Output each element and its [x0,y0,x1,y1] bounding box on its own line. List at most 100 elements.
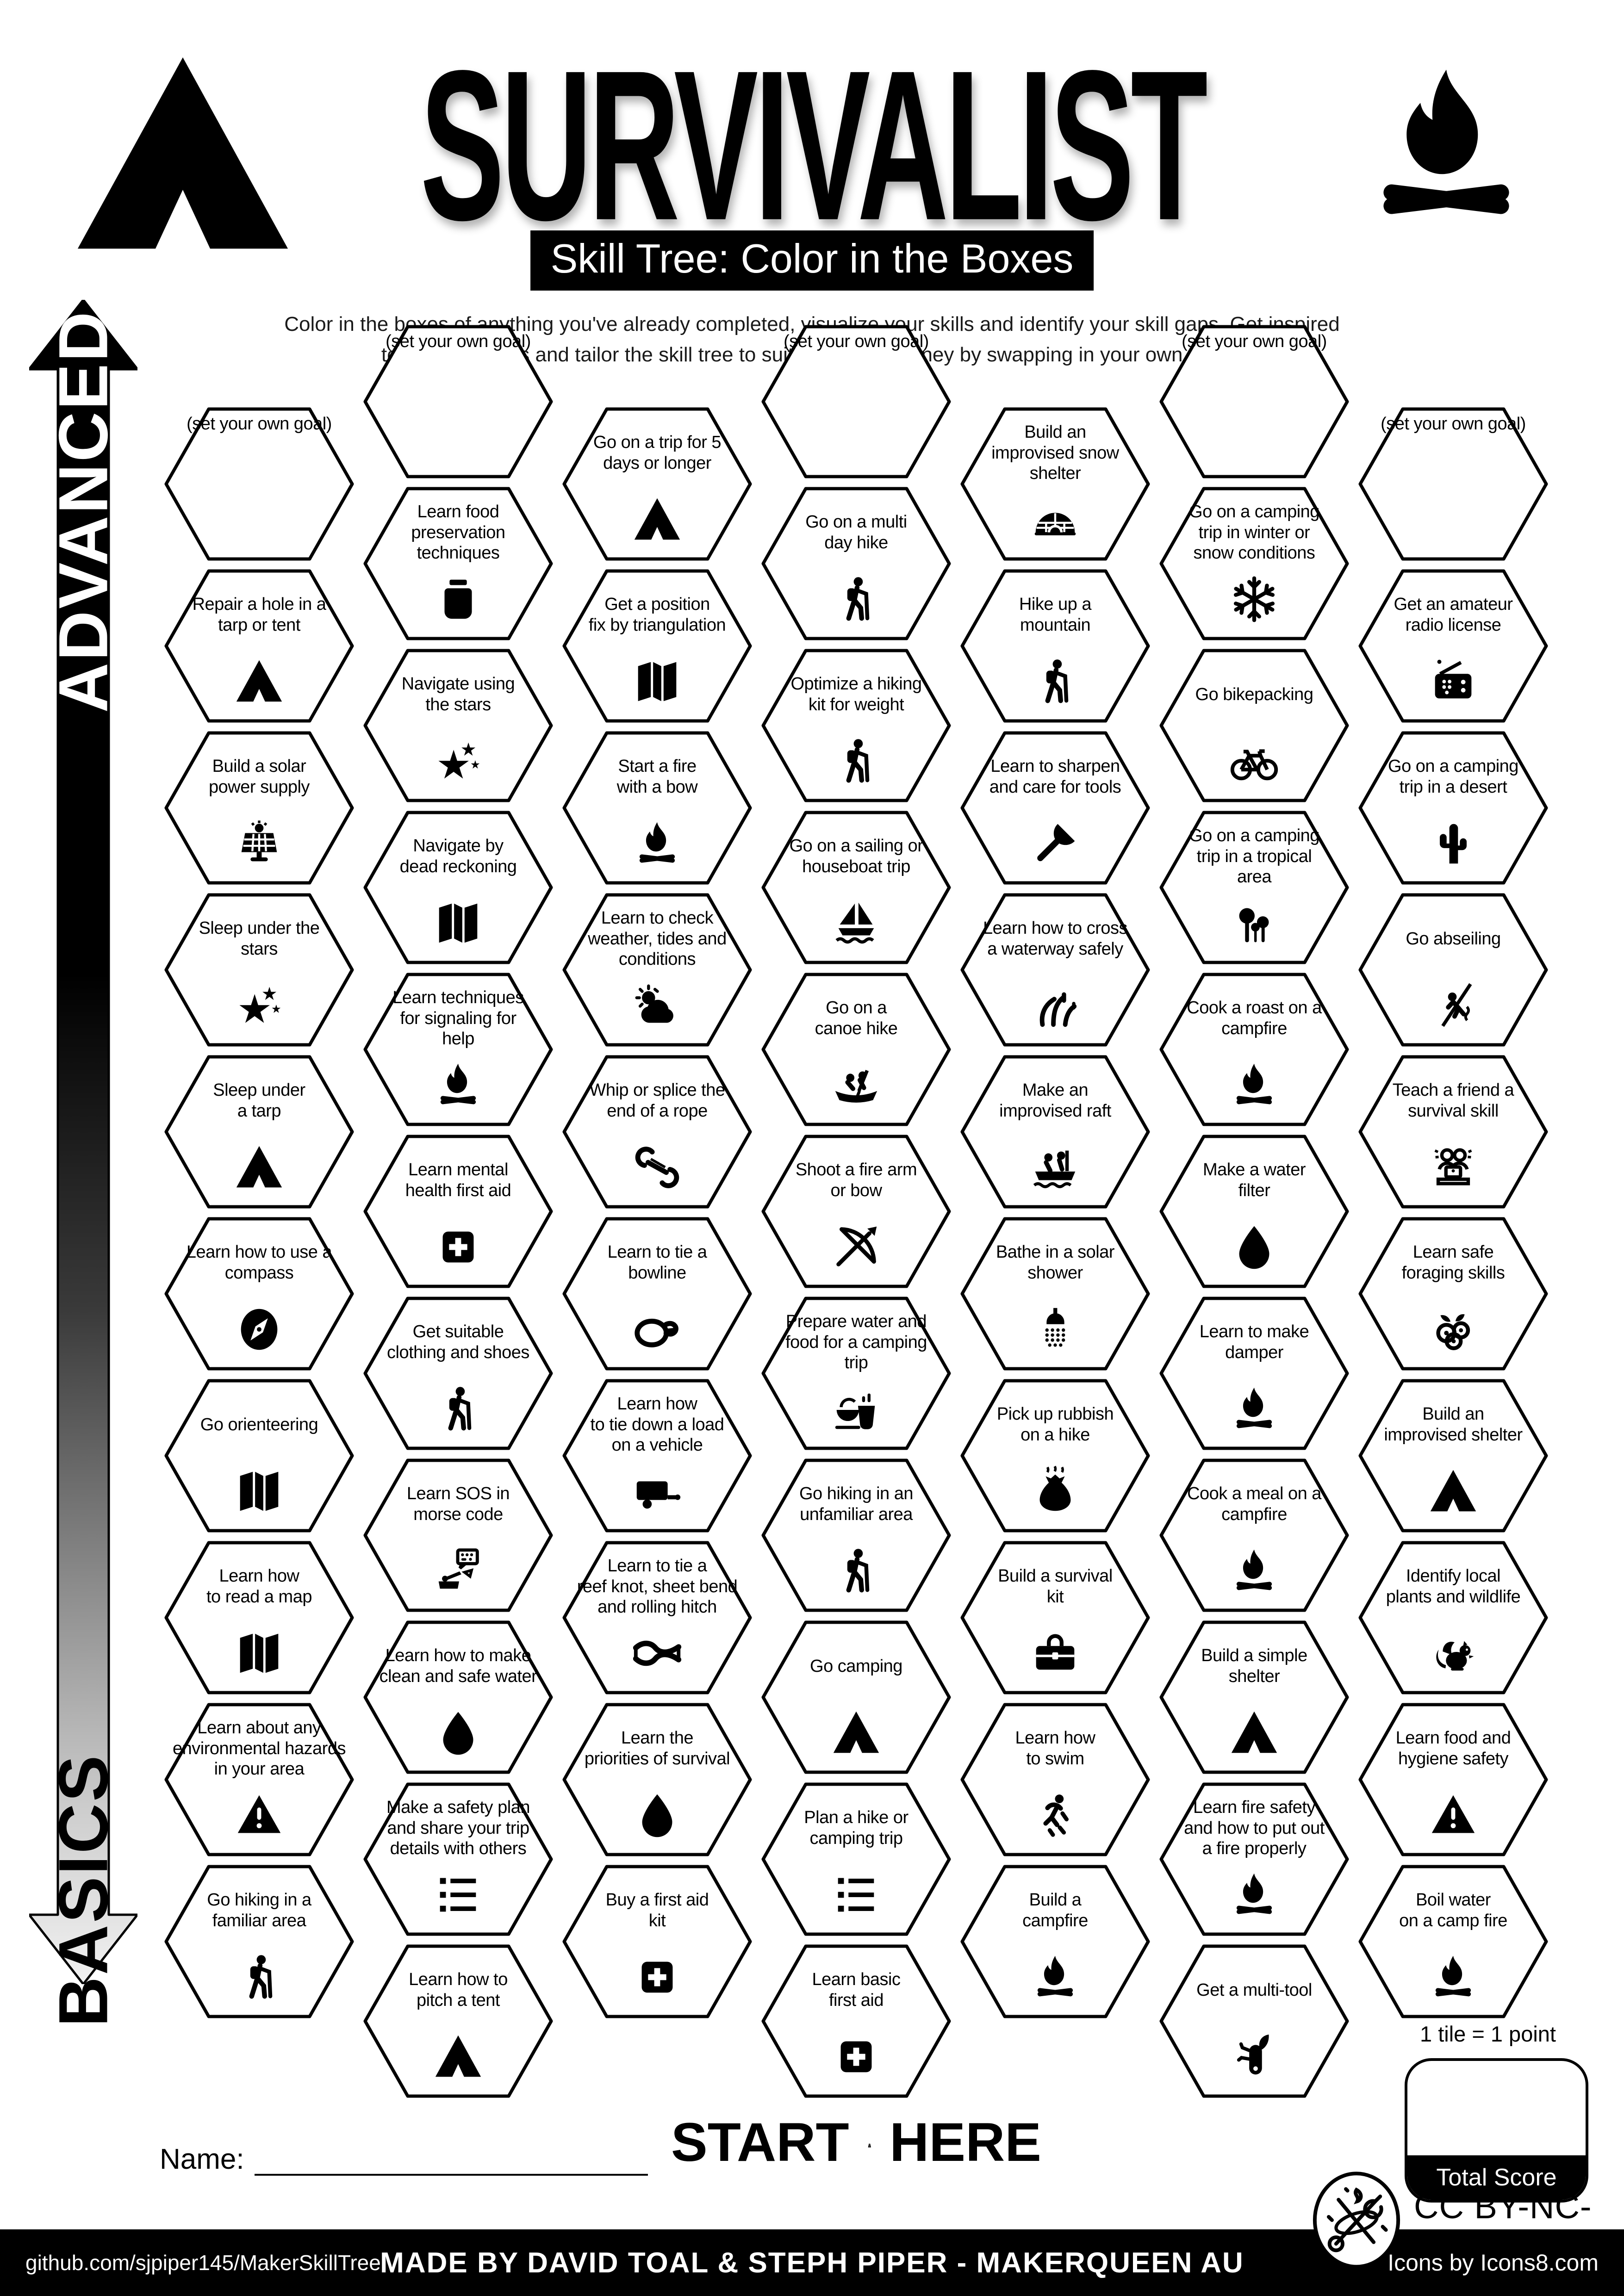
hex-tile: Build an improvised snow shelter [960,406,1150,562]
reefknot-icon [562,1626,752,1681]
campfire-icon [960,1950,1150,2004]
hex-tile: Repair a hole in a tarp or tent [164,568,354,724]
stars-icon [363,734,553,788]
hex-label: Learn how to pitch a tent [409,1970,508,2010]
hex-label: Build a solar power supply [209,757,310,797]
hex-border [1159,973,1349,1126]
hex-label: Learn food and hygiene safety [1395,1728,1511,1769]
total-score-blank [1407,2061,1586,2155]
hex-border [960,731,1150,885]
hex-label: Buy a first aid kit [605,1890,709,1930]
hex-border [761,1620,951,1774]
hex-tile: Go on a trip for 5 days or longer [562,406,752,562]
hex-border [761,1458,951,1612]
hex-border [164,1703,354,1856]
hex-tile-goal: (set your own goal) [1159,324,1349,479]
hex-label: Start a fire with a bow [616,757,698,797]
hex-border [164,893,354,1047]
hex-tile: Learn food preservation techniques [363,486,553,641]
warning-icon [1358,1788,1548,1843]
hex-label: (set your own goal) [1182,332,1327,351]
hex-border [562,1703,752,1856]
hex-border [960,1379,1150,1533]
hex-label: (set your own goal) [1381,414,1526,434]
hex-border [1159,325,1349,478]
cc-license-icon [1307,2157,1406,2283]
hex-tile: Plan a hike or camping trip [761,1781,951,1937]
hex-label: Cook a meal on a campfire [1187,1484,1321,1524]
hex-border [562,731,752,885]
hex-tile: Learn mental health first aid [363,1134,553,1289]
hex-border [363,649,553,802]
hex-label: Get suitable clothing and shoes [387,1322,529,1362]
hex-label: Go abseiling [1406,929,1501,949]
hex-border [562,1865,752,2018]
hex-label: Sleep under the stars [199,918,320,959]
hex-tile: Go orienteering [164,1378,354,1533]
hex-tile: Build a survival kit [960,1540,1150,1695]
hex-label: (set your own goal) [187,414,332,434]
hex-tile: Go on a sailing or houseboat trip [761,810,951,965]
hex-tile: Make an improvised raft [960,1054,1150,1210]
hex-border [164,407,354,561]
hex-label: Optimize a hiking kit for weight [790,674,922,714]
map-icon [164,1626,354,1681]
hex-tile: Start a fire with a bow [562,730,752,886]
hex-border [562,407,752,561]
hex-border [164,1055,354,1209]
hex-border [363,1620,553,1774]
hex-label: Go on a canoe hike [815,998,898,1038]
hex-border [1159,487,1349,640]
swimmer-icon [960,1788,1150,1843]
hiker-icon [363,1382,553,1436]
hex-label: Learn to sharpen and care for tools [989,757,1121,797]
hex-label: Identify local plants and wildlife [1386,1566,1521,1607]
hex-tile: Build a campfire [960,1864,1150,2019]
hex-border [562,1541,752,1694]
hex-tile: Learn to tie a bowline [562,1216,752,1371]
hex-label: Whip or splice the end of a rope [589,1080,725,1121]
name-blank-line [254,2141,648,2176]
campfire-icon [562,816,752,871]
hex-border [363,1944,553,2098]
radio-icon [1358,654,1548,709]
axis-label-advanced: ADVANCED [44,310,122,713]
hex-label: Learn to check weather, tides and condit… [588,908,727,969]
page-subtitle: Skill Tree: Color in the Boxes [530,230,1094,291]
hex-tile: Sleep under the stars [164,892,354,1048]
hex-label: Learn how to cross a waterway safely [983,918,1128,959]
hex-border [1358,893,1548,1047]
hex-tile: Learn basic first aid [761,1943,951,2099]
list-icon [363,1868,553,1922]
hex-tile: Make a safety plan and share your trip d… [363,1781,553,1937]
hex-border [1159,1944,1349,2098]
hex-border [363,811,553,964]
hex-label: Hike up a mountain [1019,595,1092,635]
snowflake-icon [1159,572,1349,627]
campfire-logo-icon [1349,32,1543,259]
hex-label: Go on a camping trip in a tropical area [1189,825,1319,887]
hex-border [960,1703,1150,1856]
start-label: START [671,2112,849,2173]
rope-icon [562,1140,752,1195]
bicycle-icon [1159,734,1349,788]
hex-label: Go hiking in an unfamiliar area [799,1484,914,1524]
campfire-icon [363,1058,553,1112]
hex-tile: Get an amateur radio license [1358,568,1548,724]
hex-label: Teach a friend a survival skill [1392,1080,1514,1121]
bowline-icon [562,1302,752,1357]
food-icon [761,1382,951,1436]
page-title: SURVIVALIST [420,26,1207,265]
hex-tile: Shoot a fire arm or bow [761,1134,951,1289]
weather-icon [562,978,752,1033]
igloo-icon [960,492,1150,547]
hex-tile: Learn about any environmental hazards in… [164,1702,354,1857]
hex-tile: Whip or splice the end of a rope [562,1054,752,1210]
hex-tile: Go on a camping trip in a desert [1358,730,1548,886]
hex-tile: Learn how to read a map [164,1540,354,1695]
total-score-label: Total Score [1407,2155,1586,2200]
tent-icon [761,1706,951,1760]
campfire-icon [1159,1382,1349,1436]
hex-tile: Go on a camping trip in winter or snow c… [1159,486,1349,641]
